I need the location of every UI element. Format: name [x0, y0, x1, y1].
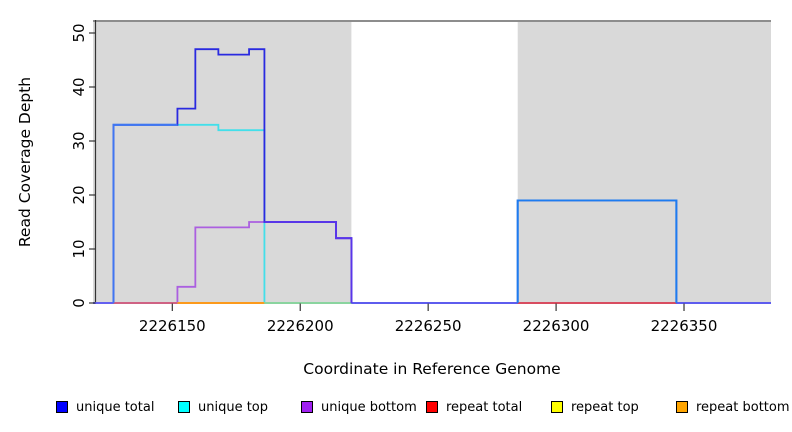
legend-item-unique-total: unique total [56, 399, 154, 415]
y-tick-label: 10 [70, 239, 88, 258]
legend-label: unique bottom [321, 399, 417, 415]
legend-swatch-icon [426, 401, 438, 413]
legend-item-repeat-top: repeat top [551, 399, 639, 415]
legend-item-unique-bottom: unique bottom [301, 399, 417, 415]
legend-label: unique total [76, 399, 155, 415]
overlap-segment [516, 199, 678, 303]
legend-swatch-icon [551, 401, 563, 413]
x-tick-label: 2226300 [523, 317, 590, 335]
overlap-segment [112, 123, 178, 303]
shaded-regions-group [93, 20, 771, 303]
shaded-region [93, 20, 352, 303]
y-tick-label: 30 [70, 131, 88, 150]
ticks-group: 0 10 20 30 40 50 2226150 2226200 2226250 2226300 2… [70, 23, 717, 335]
legend: unique total unique top unique bottom repea… [0, 399, 792, 421]
x-tick-label: 2226250 [395, 317, 462, 335]
axes-group [93, 20, 771, 304]
legend-item-unique-top: unique top [178, 399, 268, 415]
legend-swatch-icon [56, 401, 68, 413]
y-tick-label: 0 [70, 298, 88, 308]
shaded-region [517, 20, 771, 303]
legend-item-repeat-bottom: repeat bottom [676, 399, 790, 415]
x-tick-label: 2226200 [267, 317, 334, 335]
y-tick-label: 40 [70, 77, 88, 96]
legend-label: repeat bottom [696, 399, 790, 415]
y-axis-title: Read Coverage Depth [16, 77, 34, 247]
x-tick-label: 2226350 [651, 317, 718, 335]
overlap-segments-group [93, 123, 771, 304]
legend-label: repeat top [571, 399, 639, 415]
x-axis-title: Coordinate in Reference Genome [303, 360, 560, 378]
legend-swatch-icon [178, 401, 190, 413]
legend-label: repeat total [446, 399, 523, 415]
legend-swatch-icon [301, 401, 313, 413]
x-tick-label: 2226150 [139, 317, 206, 335]
legend-swatch-icon [676, 401, 688, 413]
y-tick-label: 20 [70, 185, 88, 204]
legend-label: unique top [198, 399, 269, 415]
overlap-segment [264, 221, 353, 303]
coverage-plot-canvas: 0 10 20 30 40 50 2226150 2226200 2226250 2226300 2… [16, 20, 771, 378]
y-tick-label: 50 [70, 23, 88, 42]
legend-item-repeat-total: repeat total [426, 399, 522, 415]
